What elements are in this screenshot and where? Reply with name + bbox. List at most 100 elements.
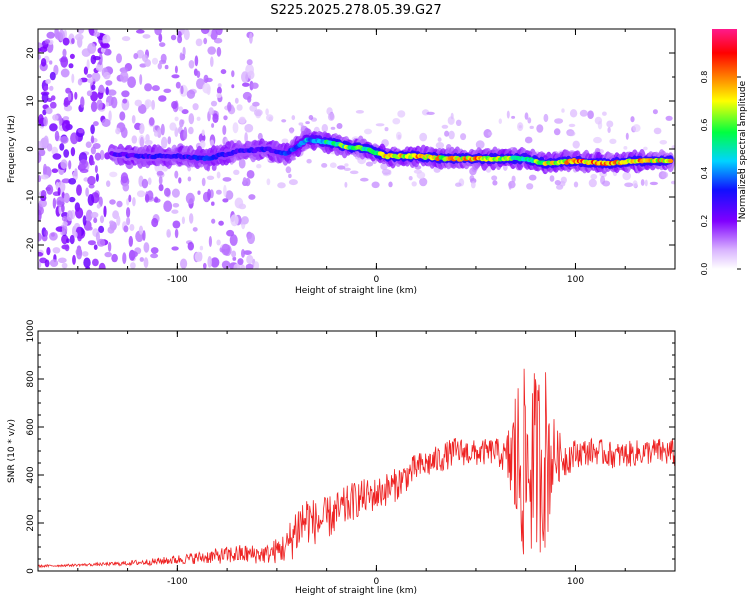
noise-blob — [93, 217, 98, 224]
noise-blob — [528, 174, 537, 181]
noise-blob — [131, 135, 138, 144]
noise-blob — [74, 168, 78, 177]
noise-blob — [40, 190, 47, 199]
colorbar-tick-label: 0.2 — [700, 215, 709, 228]
noise-blob — [388, 170, 392, 175]
noise-blob — [77, 78, 83, 86]
noise-blob — [109, 171, 118, 178]
noise-blob — [625, 132, 629, 140]
colorbar-tick-label: 0.6 — [700, 119, 709, 132]
noise-blob — [90, 101, 98, 113]
noise-blob — [102, 34, 111, 44]
noise-blob — [305, 121, 310, 125]
noise-blob — [120, 172, 129, 184]
noise-blob — [222, 198, 229, 203]
noise-blob — [233, 263, 241, 269]
noise-blob — [150, 247, 159, 254]
noise-blob — [159, 42, 166, 47]
noise-blob — [64, 244, 70, 252]
snr-background — [38, 331, 675, 571]
noise-blob — [52, 197, 57, 209]
noise-blob — [188, 60, 195, 69]
noise-blob — [142, 34, 151, 39]
noise-blob — [172, 203, 180, 208]
noise-blob — [70, 132, 79, 145]
noise-blob — [60, 136, 69, 144]
noise-blob — [79, 168, 89, 173]
noise-blob — [179, 52, 183, 61]
noise-blob — [150, 253, 159, 259]
noise-blob — [623, 146, 628, 150]
noise-blob — [62, 37, 70, 46]
noise-blob — [217, 83, 222, 88]
noise-blob — [183, 29, 190, 41]
noise-blob — [139, 124, 144, 131]
noise-blob — [38, 261, 42, 268]
noise-blob — [187, 176, 192, 182]
noise-blob — [164, 64, 169, 70]
noise-blob — [470, 181, 476, 189]
noise-blob — [321, 163, 328, 168]
noise-blob — [143, 257, 149, 269]
noise-blob — [207, 46, 216, 55]
noise-blob — [508, 182, 512, 190]
noise-blob — [568, 123, 576, 128]
noise-blob — [93, 31, 101, 37]
noise-blob — [44, 259, 50, 268]
noise-blob — [266, 178, 271, 186]
noise-blob — [95, 64, 102, 71]
noise-blob — [554, 118, 564, 124]
noise-blob — [252, 101, 260, 107]
noise-blob — [203, 74, 209, 84]
y-tick-label: 0 — [26, 146, 36, 152]
noise-blob — [215, 29, 223, 36]
noise-blob — [587, 110, 594, 119]
noise-blob — [517, 122, 524, 132]
noise-blob — [148, 117, 155, 126]
noise-blob — [245, 263, 254, 269]
noise-blob — [85, 209, 93, 222]
noise-blob — [211, 123, 215, 128]
noise-blob — [210, 56, 214, 67]
noise-blob — [68, 160, 72, 170]
noise-blob — [411, 181, 417, 187]
noise-blob — [76, 184, 82, 196]
noise-blob — [242, 91, 252, 100]
noise-blob — [232, 122, 239, 134]
noise-blob — [241, 249, 245, 258]
noise-blob — [360, 177, 369, 182]
noise-blob — [238, 116, 246, 124]
noise-blob — [435, 142, 445, 149]
noise-blob — [62, 120, 71, 132]
noise-blob — [44, 229, 48, 237]
noise-blob — [179, 119, 184, 128]
noise-blob — [196, 70, 201, 79]
noise-blob — [104, 251, 112, 258]
noise-blob — [154, 196, 159, 203]
noise-blob — [236, 104, 243, 111]
noise-blob — [644, 179, 648, 187]
noise-blob — [491, 175, 498, 181]
noise-blob — [355, 110, 364, 114]
noise-blob — [643, 146, 648, 151]
noise-blob — [91, 72, 101, 82]
noise-blob — [132, 197, 136, 207]
noise-blob — [68, 178, 77, 185]
noise-blob — [42, 109, 47, 116]
noise-blob — [164, 187, 171, 197]
noise-blob — [349, 170, 359, 175]
noise-blob — [143, 242, 150, 253]
noise-blob — [175, 81, 181, 89]
noise-blob — [129, 224, 135, 231]
noise-blob — [115, 127, 121, 135]
noise-blob — [63, 149, 70, 158]
noise-blob — [38, 251, 44, 257]
noise-blob — [52, 114, 59, 121]
noise-blob — [249, 104, 258, 112]
noise-blob — [136, 49, 145, 59]
noise-blob — [536, 124, 544, 133]
noise-blob — [227, 101, 232, 112]
noise-blob — [87, 78, 94, 84]
